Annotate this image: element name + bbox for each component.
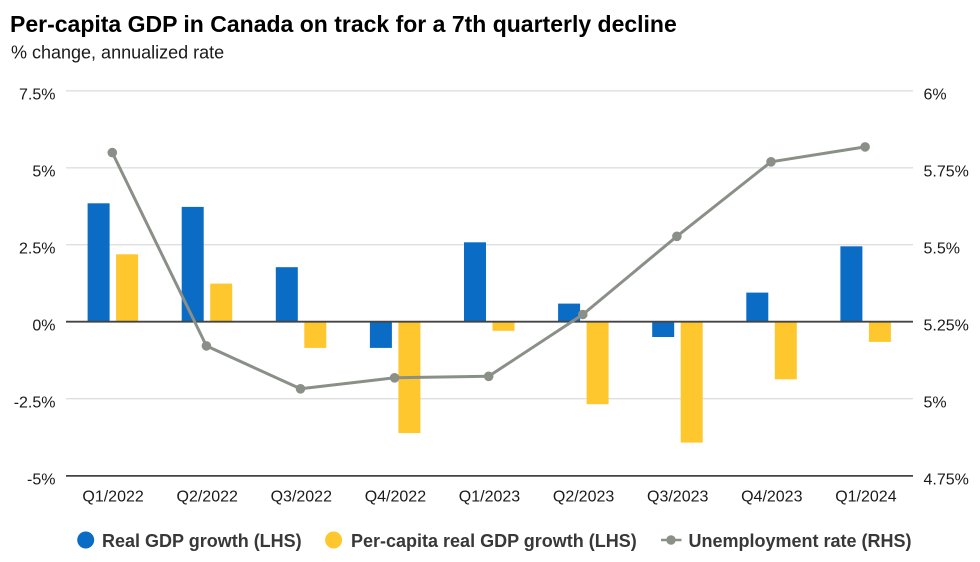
svg-text:5.75%: 5.75% bbox=[924, 164, 969, 181]
svg-text:Real GDP growth (LHS): Real GDP growth (LHS) bbox=[102, 531, 302, 551]
svg-text:6%: 6% bbox=[924, 87, 947, 104]
svg-text:Q1/2024: Q1/2024 bbox=[835, 489, 896, 506]
svg-text:5%: 5% bbox=[924, 394, 947, 411]
svg-text:7.5%: 7.5% bbox=[19, 87, 55, 104]
svg-text:Per-capita real GDP growth (LH: Per-capita real GDP growth (LHS) bbox=[351, 531, 637, 551]
svg-text:5.5%: 5.5% bbox=[924, 240, 960, 257]
svg-text:Q4/2022: Q4/2022 bbox=[365, 489, 426, 506]
svg-text:2.5%: 2.5% bbox=[19, 240, 55, 257]
svg-text:% change, annualized rate: % change, annualized rate bbox=[11, 43, 224, 63]
svg-text:0%: 0% bbox=[32, 317, 55, 334]
svg-text:Q4/2023: Q4/2023 bbox=[741, 489, 802, 506]
svg-text:-5%: -5% bbox=[27, 471, 55, 488]
svg-text:Q3/2023: Q3/2023 bbox=[647, 489, 708, 506]
svg-text:Per-capita GDP in Canada on tr: Per-capita GDP in Canada on track for a … bbox=[10, 11, 677, 37]
svg-text:Q3/2022: Q3/2022 bbox=[271, 489, 332, 506]
svg-text:Q2/2022: Q2/2022 bbox=[177, 489, 238, 506]
svg-text:-2.5%: -2.5% bbox=[14, 394, 56, 411]
svg-text:5%: 5% bbox=[32, 164, 55, 181]
svg-text:5.25%: 5.25% bbox=[924, 317, 969, 334]
svg-text:Q2/2023: Q2/2023 bbox=[553, 489, 614, 506]
svg-text:4.75%: 4.75% bbox=[924, 471, 969, 488]
svg-text:Unemployment rate (RHS): Unemployment rate (RHS) bbox=[689, 531, 912, 551]
svg-text:Q1/2022: Q1/2022 bbox=[82, 489, 143, 506]
svg-text:Q1/2023: Q1/2023 bbox=[459, 489, 520, 506]
